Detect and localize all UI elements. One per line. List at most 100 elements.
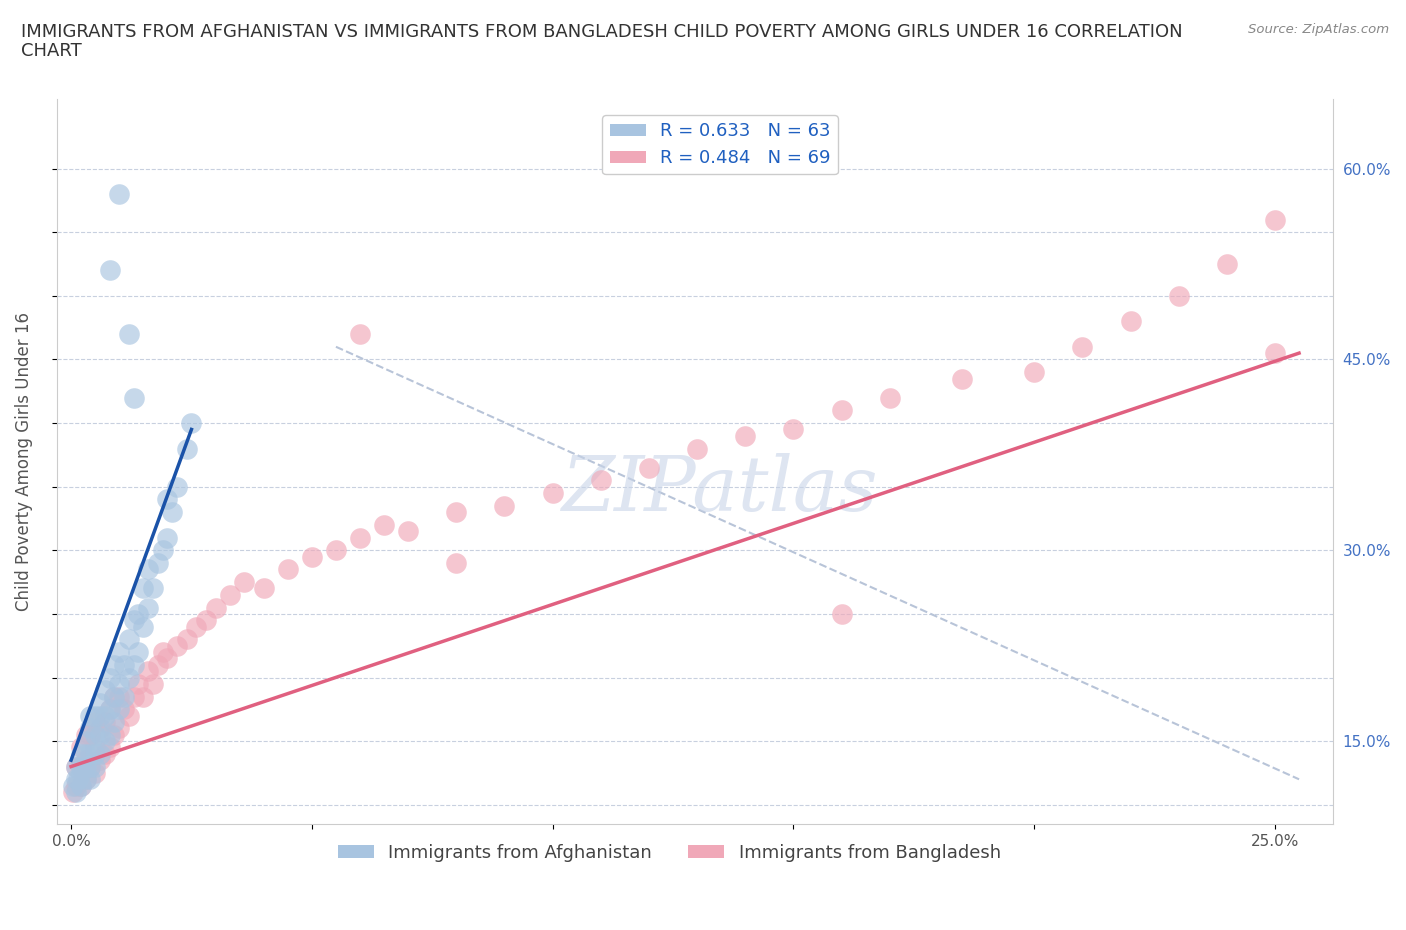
Point [118, 671, 141, 685]
Point [94, 714, 117, 729]
Point [136, 562, 159, 577]
Text: IMMIGRANTS FROM AFGHANISTAN VS IMMIGRANTS FROM BANGLADESH CHILD POVERTY AMONG GI: IMMIGRANTS FROM AFGHANISTAN VS IMMIGRANT… [21, 23, 1182, 41]
Point [194, 613, 217, 628]
Point [75, 727, 97, 742]
Point [118, 326, 141, 341]
Point [69, 740, 91, 755]
Point [94, 709, 117, 724]
Point [108, 644, 131, 659]
Point [132, 581, 155, 596]
Point [136, 664, 159, 679]
Point [349, 326, 371, 341]
Point [142, 676, 165, 691]
Point [166, 638, 188, 653]
Point [94, 734, 117, 749]
Point [112, 702, 135, 717]
Point [75, 747, 97, 762]
Point [69, 759, 91, 774]
Point [127, 676, 149, 691]
Point [108, 689, 131, 704]
Text: Source: ZipAtlas.com: Source: ZipAtlas.com [1249, 23, 1389, 36]
Point [118, 709, 141, 724]
Point [152, 543, 174, 558]
Point [118, 631, 141, 646]
Point [84, 759, 107, 774]
Point [122, 613, 145, 628]
Point [142, 581, 165, 596]
Point [75, 772, 97, 787]
Point [79, 709, 101, 724]
Point [108, 676, 131, 691]
Point [89, 752, 111, 767]
Point [67, 772, 90, 787]
Point [65, 759, 87, 774]
Point [1167, 288, 1189, 303]
Point [301, 550, 323, 565]
Point [782, 422, 804, 437]
Point [831, 403, 853, 418]
Point [89, 721, 111, 736]
Point [65, 778, 87, 793]
Point [108, 187, 131, 202]
Point [146, 555, 169, 570]
Point [373, 517, 395, 532]
Point [112, 658, 135, 672]
Point [79, 772, 101, 787]
Point [75, 772, 97, 787]
Point [132, 619, 155, 634]
Point [103, 658, 125, 672]
Point [686, 441, 709, 456]
Point [152, 644, 174, 659]
Y-axis label: Child Poverty Among Girls Under 16: Child Poverty Among Girls Under 16 [15, 312, 32, 611]
Point [75, 734, 97, 749]
Point [204, 600, 226, 615]
Point [1024, 365, 1046, 379]
Point [233, 575, 256, 590]
Point [176, 441, 198, 456]
Point [79, 759, 101, 774]
Text: ZIPatlas: ZIPatlas [562, 453, 879, 527]
Point [1216, 257, 1239, 272]
Point [146, 658, 169, 672]
Point [1264, 346, 1286, 361]
Point [103, 689, 125, 704]
Point [69, 759, 91, 774]
Point [219, 588, 242, 603]
Point [98, 702, 121, 717]
Point [156, 530, 179, 545]
Point [69, 747, 91, 762]
Point [108, 702, 131, 717]
Point [325, 543, 347, 558]
Point [84, 740, 107, 755]
Point [950, 371, 973, 386]
Point [98, 702, 121, 717]
Point [103, 689, 125, 704]
Point [132, 689, 155, 704]
Point [734, 429, 756, 444]
Point [156, 651, 179, 666]
Point [75, 752, 97, 767]
Point [89, 709, 111, 724]
Point [108, 721, 131, 736]
Point [84, 727, 107, 742]
Point [94, 747, 117, 762]
Point [1264, 212, 1286, 227]
Point [176, 631, 198, 646]
Point [98, 671, 121, 685]
Point [160, 505, 183, 520]
Point [112, 689, 135, 704]
Point [79, 727, 101, 742]
Point [186, 619, 208, 634]
Point [127, 644, 149, 659]
Point [69, 765, 91, 780]
Legend: Immigrants from Afghanistan, Immigrants from Bangladesh: Immigrants from Afghanistan, Immigrants … [330, 837, 1008, 870]
Point [79, 747, 101, 762]
Point [94, 683, 117, 698]
Point [98, 727, 121, 742]
Point [541, 485, 564, 500]
Point [84, 714, 107, 729]
Point [122, 689, 145, 704]
Point [62, 778, 84, 793]
Point [127, 606, 149, 621]
Point [65, 772, 87, 787]
